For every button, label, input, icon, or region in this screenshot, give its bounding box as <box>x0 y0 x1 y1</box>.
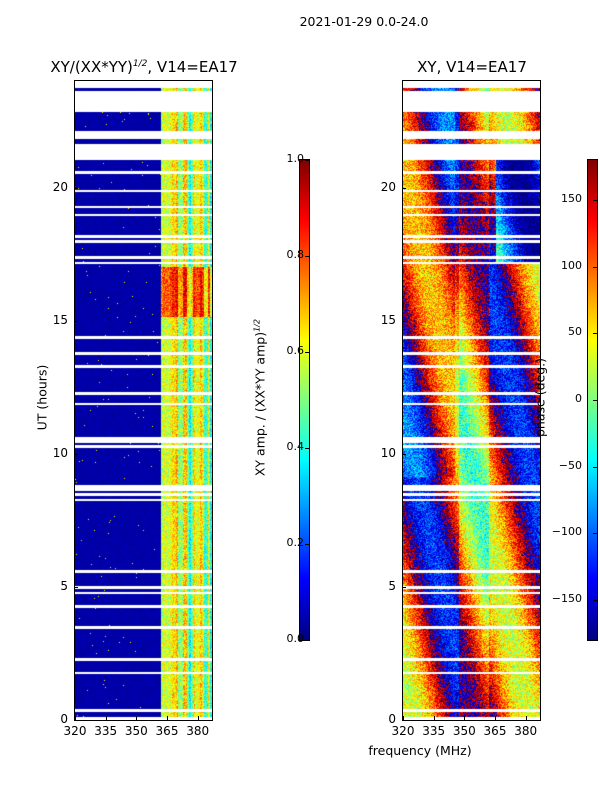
amplitude-heatmap-cells <box>75 81 212 720</box>
x-tick-mark <box>403 716 404 720</box>
colorbar-tick-mark <box>593 200 597 201</box>
title-main: XY/(XX*YY) <box>50 58 133 76</box>
colorbar-tick-mark <box>593 600 597 601</box>
y-tick-label: 20 <box>52 179 68 194</box>
x-tick-mark <box>197 716 199 720</box>
amplitude-colorbar-label: XY amp. / (XX*YY amp)1/2 <box>252 298 267 498</box>
y-tick-mark <box>402 720 406 721</box>
x-tick-label: 380 <box>186 724 210 738</box>
colorbar-tick-label: 150 <box>561 192 582 205</box>
colorbar-tick-label: 0.0 <box>286 632 305 645</box>
x-tick-mark <box>464 716 466 720</box>
phase-colorbar-gradient <box>588 160 597 640</box>
x-tick-label: 320 <box>63 724 87 738</box>
y-tick-label: 5 <box>60 578 68 593</box>
x-tick-mark <box>105 716 107 720</box>
x-axis-label: frequency (MHz) <box>368 743 472 758</box>
amplitude-colorbar <box>299 159 310 641</box>
y-tick-label: 20 <box>380 179 396 194</box>
y-tick-mark <box>74 453 78 455</box>
x-tick-label: 320 <box>391 724 415 738</box>
figure-suptitle: 2021-01-29 0.0-24.0 <box>299 14 429 29</box>
x-tick-mark <box>525 716 527 720</box>
y-tick-mark <box>402 320 406 322</box>
x-tick-label: 350 <box>452 724 476 738</box>
colorbar-tick-mark <box>305 160 309 161</box>
y-tick-label: 10 <box>52 445 68 460</box>
x-tick-mark <box>495 716 496 720</box>
y-tick-label: 10 <box>380 445 396 460</box>
y-tick-mark <box>74 187 78 189</box>
colorbar-tick-mark <box>305 640 309 641</box>
colorbar-tick-label: 1.0 <box>286 152 305 165</box>
y-tick-label: 5 <box>388 578 396 593</box>
colorbar-tick-mark <box>593 266 597 268</box>
left-panel-title: XY/(XX*YY)1/2, V14=EA17 <box>30 58 258 76</box>
colorbar-tick-label: 0.2 <box>286 536 305 549</box>
title-tail: , V14=EA17 <box>147 58 238 76</box>
colorbar-tick-label: 0.8 <box>286 248 305 261</box>
y-tick-label: 15 <box>380 312 396 327</box>
x-tick-mark <box>433 716 435 720</box>
x-tick-label: 380 <box>514 724 538 738</box>
x-tick-mark <box>75 716 76 720</box>
x-tick-label: 335 <box>422 724 446 738</box>
colorbar-tick-mark <box>593 333 597 335</box>
colorbar-tick-mark <box>305 256 309 257</box>
x-tick-label: 365 <box>483 724 507 738</box>
colorbar-tick-label: −150 <box>551 592 582 605</box>
colorbar-tick-label: 100 <box>561 258 582 272</box>
left-ylabel: UT (hours) <box>34 364 50 431</box>
colorbar-tick-label: 0 <box>575 392 582 405</box>
y-tick-mark <box>74 586 78 588</box>
amplitude-colorbar-gradient <box>300 160 309 640</box>
colorbar-label-sup: 1/2 <box>252 319 262 332</box>
x-tick-mark <box>167 716 168 720</box>
y-tick-label: 0 <box>388 712 396 726</box>
colorbar-tick-mark <box>593 533 597 535</box>
y-tick-label: 0 <box>60 712 68 726</box>
colorbar-tick-mark <box>305 352 309 353</box>
colorbar-tick-mark <box>593 466 597 468</box>
colorbar-tick-mark <box>593 400 597 401</box>
y-tick-mark <box>74 720 78 721</box>
colorbar-tick-label: −100 <box>551 525 582 539</box>
y-tick-mark <box>402 187 406 189</box>
phase-heatmap-cells <box>403 81 540 720</box>
title-sup: 1/2 <box>132 59 148 69</box>
x-tick-label: 365 <box>155 724 179 738</box>
colorbar-tick-label: 50 <box>568 325 582 339</box>
x-tick-label: 335 <box>94 724 118 738</box>
right-panel-title: XY, V14=EA17 <box>417 58 527 76</box>
amplitude-heatmap <box>74 80 213 721</box>
x-tick-mark <box>136 716 138 720</box>
colorbar-tick-label: 0.4 <box>286 440 305 453</box>
x-tick-label: 350 <box>124 724 148 738</box>
phase-colorbar <box>587 159 598 641</box>
y-tick-label: 15 <box>52 312 68 327</box>
colorbar-tick-label: 0.6 <box>286 344 305 357</box>
y-tick-mark <box>402 586 406 588</box>
y-tick-mark <box>402 453 406 455</box>
y-tick-mark <box>74 320 78 322</box>
phase-heatmap <box>402 80 541 721</box>
colorbar-tick-label: −50 <box>558 458 582 472</box>
colorbar-tick-mark <box>305 544 309 545</box>
colorbar-tick-mark <box>305 448 309 449</box>
